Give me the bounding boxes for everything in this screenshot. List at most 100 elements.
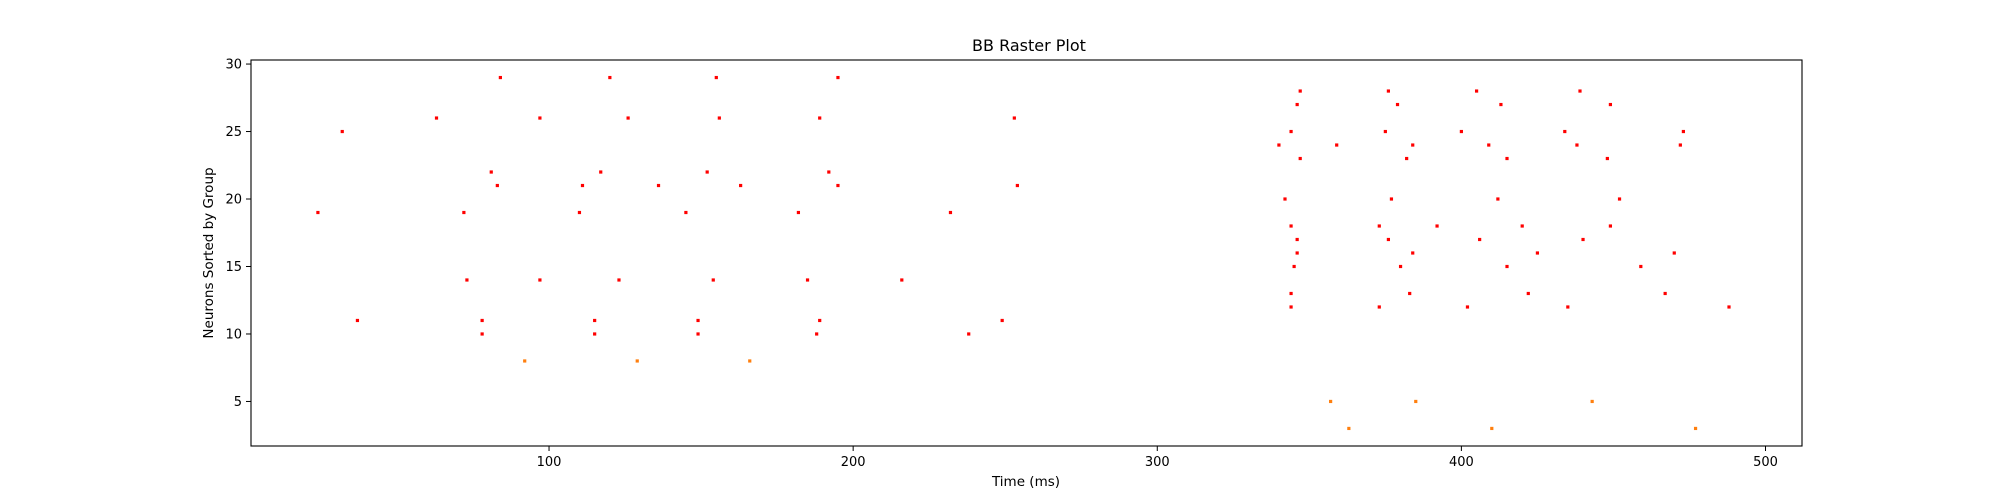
spike-point [1289,291,1293,296]
spike-point [1563,129,1567,134]
spike-point [818,318,822,323]
spike-point [1590,399,1594,404]
spike-point [1295,237,1299,242]
spike-point [1639,264,1643,269]
spike-point [1298,156,1302,161]
spike-point [340,129,344,134]
spike-point [1398,264,1403,269]
spike-point [1608,102,1613,107]
spike-point [1411,143,1415,147]
spike-point [1408,291,1412,296]
y-axis: 5 10 15 20 25 30 [225,58,251,410]
spike-point [495,183,499,188]
spike-point [1581,237,1585,242]
spike-point [599,170,603,174]
spike-point [1295,251,1299,255]
spike-point [434,116,439,120]
spike-point [836,75,840,80]
spike-point [577,210,582,215]
spike-point [1526,291,1530,296]
spike-point [1505,264,1509,269]
spike-point [696,332,700,336]
spike-point [714,75,718,80]
x-tick-label: 300 [1145,455,1170,470]
spike-point [739,183,743,188]
spike-point [1520,224,1524,228]
spike-point [1405,156,1409,161]
spike-point [696,318,700,323]
y-axis-label: Neurons Sorted by Group [201,167,217,338]
data-points [316,75,1731,431]
spike-point [480,332,484,336]
plot-frame [250,59,1803,447]
spike-point [1000,318,1004,323]
spike-point [1414,399,1418,404]
spike-point [593,332,597,336]
spike-point [1329,399,1333,404]
spike-point [465,278,469,282]
spike-point [1289,305,1293,309]
spike-point [1617,197,1622,201]
spike-point [967,332,971,336]
spike-point [1605,156,1609,161]
spike-point [480,318,484,323]
spike-point [1347,426,1351,431]
spike-point [1496,197,1500,201]
spike-point [1389,197,1394,201]
x-tick-label: 200 [841,455,866,470]
spike-point [1015,183,1019,188]
spike-point [635,359,639,363]
y-tick-label: 25 [225,125,242,140]
spike-point [1487,143,1491,147]
spike-point [1289,224,1293,228]
spike-point [1478,237,1482,242]
spike-point [748,359,752,363]
x-axis: 100 200 300 400 500 [537,446,1778,470]
spike-point [805,278,810,282]
spike-point [1335,143,1339,147]
spike-point [815,332,819,336]
spike-point [538,278,542,282]
spike-point [836,183,840,188]
spike-point [1298,89,1302,93]
spike-point [1295,102,1299,107]
spike-point [1411,251,1415,255]
spike-point [462,210,466,215]
y-tick-label: 10 [225,327,242,342]
spike-point [1277,143,1281,147]
x-axis-label: Time (ms) [991,474,1060,490]
spike-point [523,359,527,363]
spike-point [593,318,597,323]
spike-point [608,75,612,80]
y-tick-label: 15 [225,260,242,275]
spike-point [1727,305,1731,309]
spike-point [1435,224,1439,228]
spike-point [948,210,953,215]
spike-point [900,278,904,282]
spike-point [705,170,709,174]
x-tick-label: 500 [1753,455,1778,470]
spike-point [1465,305,1470,309]
spike-point [1663,291,1667,296]
spike-point [1459,129,1463,134]
x-tick-label: 100 [537,455,562,470]
spike-point [1566,305,1570,309]
spike-point [827,170,831,174]
spike-point [1395,102,1400,107]
spike-point [1012,116,1016,120]
spike-point [1383,129,1387,134]
spike-point [1672,251,1676,255]
spike-point [489,170,493,174]
spike-point [1490,426,1494,431]
spike-point [1575,143,1579,147]
spike-point [1474,89,1479,93]
spike-point [656,183,661,188]
spike-point [1292,264,1296,269]
spike-point [1377,305,1381,309]
y-tick-label: 30 [225,58,242,73]
spike-point [1578,89,1582,93]
spike-point [796,210,801,215]
spike-point [711,278,715,282]
spike-point [617,278,621,282]
